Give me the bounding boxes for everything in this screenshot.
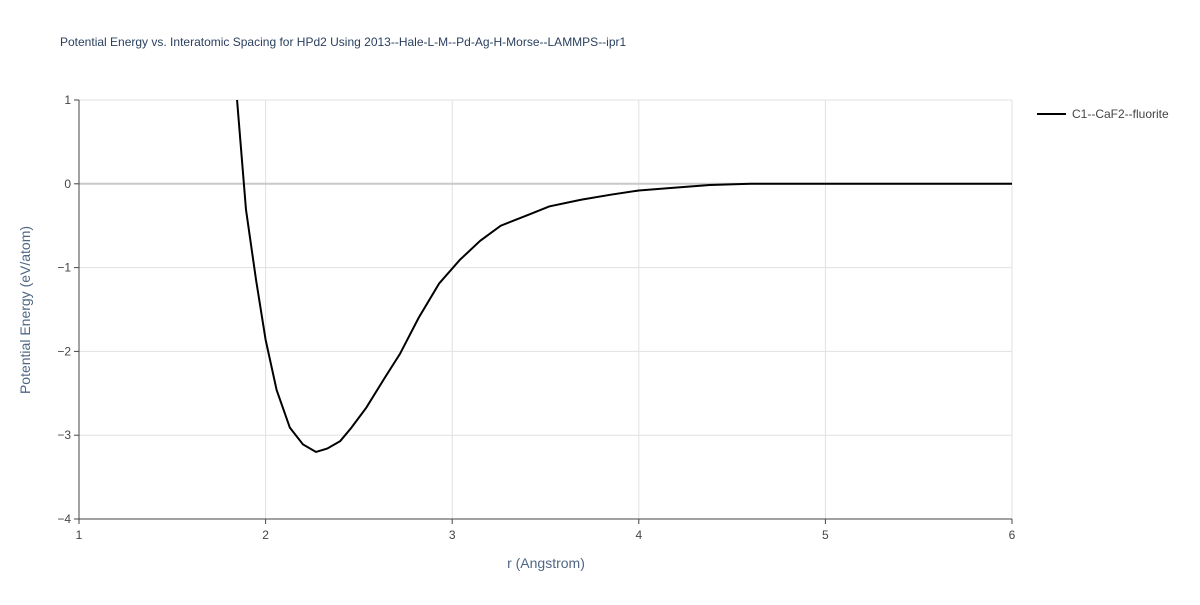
legend-label: C1--CaF2--fluorite	[1072, 107, 1169, 121]
x-tick-label: 1	[76, 528, 83, 542]
x-tick-label: 4	[635, 528, 642, 542]
x-tick-label: 6	[1009, 528, 1016, 542]
x-tick-label: 3	[449, 528, 456, 542]
data-line	[236, 99, 1012, 454]
y-tick-label: −4	[57, 512, 71, 526]
y-tick-label: 1	[64, 93, 71, 107]
x-axis-title: r (Angstrom)	[507, 555, 585, 571]
x-tick-label: 2	[262, 528, 269, 542]
chart-title: Potential Energy vs. Interatomic Spacing…	[60, 35, 627, 49]
x-tick-label: 5	[822, 528, 829, 542]
y-tick-label: −1	[57, 261, 71, 275]
y-tick-label: −3	[57, 428, 71, 442]
y-tick-label: −2	[57, 344, 71, 358]
y-axis-title: Potential Energy (eV/atom)	[17, 226, 33, 394]
y-tick-label: 0	[64, 177, 71, 191]
